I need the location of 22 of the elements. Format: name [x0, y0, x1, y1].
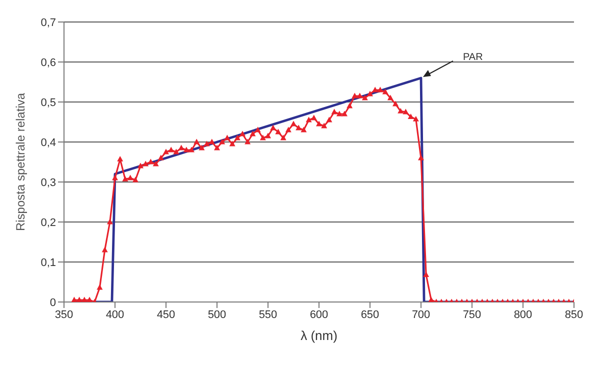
x-tick-label: 800 [514, 308, 532, 321]
y-tick-label: 0,2 [40, 216, 56, 229]
x-tick-label: 350 [54, 308, 74, 321]
y-tick-label: 0 [50, 296, 56, 309]
x-tick-label: 600 [310, 308, 328, 321]
y-tick-label: 0,4 [40, 136, 56, 149]
y-tick-label: 0,3 [40, 176, 56, 189]
y-tick-label: 0,7 [40, 16, 56, 29]
x-tick-label: 850 [564, 308, 584, 321]
x-tick-label: 400 [106, 308, 124, 321]
x-tick-label: 550 [258, 308, 278, 321]
x-tick-label: 500 [208, 308, 226, 321]
x-axis-title: λ (nm) [300, 328, 338, 343]
y-axis-title: Risposta spettrale relativa [13, 92, 28, 232]
x-tick-label: 450 [156, 308, 176, 321]
y-tick-label: 0,5 [40, 96, 56, 109]
x-tick-label: 750 [462, 308, 482, 321]
annotation: PAR [463, 52, 483, 63]
y-tick-label: 0,6 [40, 56, 56, 69]
x-tick-label: 700 [412, 308, 430, 321]
x-tick-label: 650 [360, 308, 380, 321]
y-tick-label: 0,1 [40, 256, 56, 269]
